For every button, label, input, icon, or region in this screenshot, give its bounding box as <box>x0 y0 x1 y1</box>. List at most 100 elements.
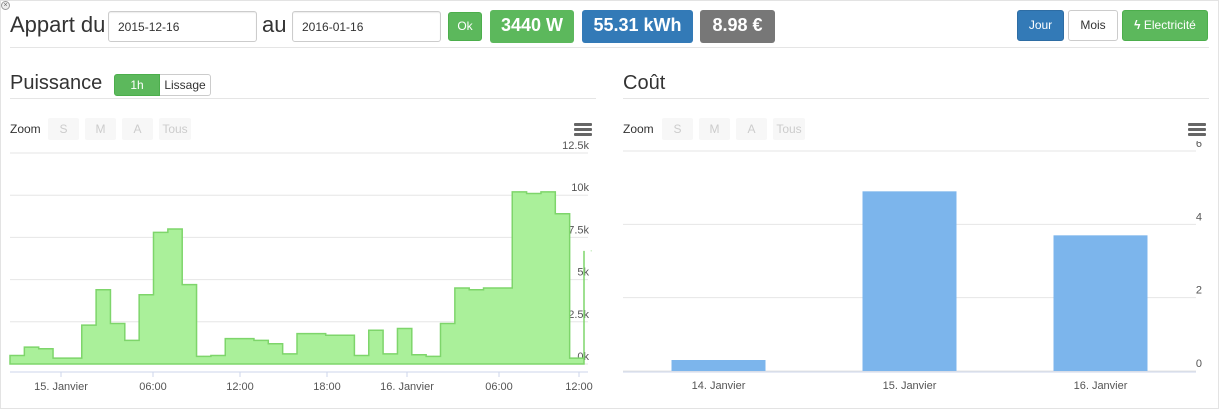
puissance-x-tick-label: 18:00 <box>313 381 341 393</box>
puissance-data-point <box>203 355 205 357</box>
puissance-data-point <box>389 353 391 355</box>
puissance-data-point <box>145 294 147 296</box>
puissance-data-point <box>188 284 190 286</box>
puissance-zoom-m[interactable]: M <box>85 118 116 140</box>
puissance-data-point <box>504 287 506 289</box>
puissance-menu-icon[interactable] <box>574 123 592 137</box>
puissance-data-point <box>318 333 320 335</box>
mois-button[interactable]: Mois <box>1068 10 1118 41</box>
puissance-data-point <box>404 328 406 330</box>
date-to-input[interactable] <box>292 11 441 42</box>
puissance-zoom-s[interactable]: S <box>48 118 79 140</box>
puissance-zoom-a[interactable]: A <box>122 118 153 140</box>
puissance-data-point <box>346 334 348 336</box>
puissance-data-point <box>461 287 463 289</box>
puissance-y-tick-label: 2.5k <box>568 309 589 321</box>
bolt-icon: ϟ <box>1134 18 1141 32</box>
puissance-x-tick-label: 12:00 <box>565 381 593 393</box>
cout-zoom-m[interactable]: M <box>699 118 730 140</box>
to-label: au <box>262 12 287 37</box>
puissance-x-tick-label: 06:00 <box>485 381 513 393</box>
puissance-data-point <box>475 289 477 291</box>
close-icon[interactable]: × <box>1 1 10 10</box>
puissance-data-point <box>117 322 119 324</box>
cout-zoom-a[interactable]: A <box>736 118 767 140</box>
puissance-data-point <box>160 231 162 233</box>
puissance-data-point <box>303 333 305 335</box>
1h-button[interactable]: 1h <box>114 74 160 96</box>
cout-chart: 0 2 4 6 14. Janvier 15. Janvier 16. Janvier <box>623 141 1202 392</box>
cout-menu-icon[interactable] <box>1188 123 1206 137</box>
puissance-data-point <box>217 355 219 357</box>
puissance-data-point <box>518 191 520 193</box>
puissance-data-point <box>16 355 18 357</box>
toolbar-divider <box>10 47 1209 48</box>
puissance-y-tick-label: 7.5k <box>568 224 589 236</box>
cout-x-tick-label: 14. Janvier <box>692 380 746 392</box>
puissance-data-point <box>375 329 377 331</box>
date-from-input[interactable] <box>108 11 257 42</box>
puissance-x-tick-label: 15. Janvier <box>34 381 88 393</box>
puissance-data-point <box>246 338 248 340</box>
puissance-area-series <box>9 191 585 365</box>
cost-badge: 8.98 € <box>700 10 775 43</box>
cout-zoom-s[interactable]: S <box>662 118 693 140</box>
puissance-data-point <box>59 357 61 359</box>
puissance-mode-group: 1h Lissage <box>114 74 211 96</box>
puissance-data-point <box>45 348 47 350</box>
cout-y-tick-label: 0 <box>1196 358 1202 370</box>
puissance-data-point <box>332 334 334 336</box>
ok-button[interactable]: Ok <box>448 12 482 41</box>
cout-y-tick-label: 2 <box>1196 285 1202 297</box>
puissance-data-point <box>361 355 363 357</box>
puissance-x-tick-label: 16. Janvier <box>380 381 434 393</box>
puissance-divider <box>10 98 596 99</box>
puissance-data-point <box>576 357 578 359</box>
puissance-data-point <box>74 357 76 359</box>
cout-divider <box>623 98 1209 99</box>
puissance-data-point <box>447 322 449 324</box>
puissance-data-point <box>547 191 549 193</box>
lissage-button[interactable]: Lissage <box>160 74 211 96</box>
puissance-data-point <box>274 343 276 345</box>
puissance-y-tick-label: 12.5k <box>562 141 589 152</box>
puissance-zoom-label: Zoom <box>10 122 41 136</box>
electricite-label: Electricité <box>1143 18 1196 32</box>
puissance-data-point <box>289 353 291 355</box>
puissance-data-point <box>490 287 492 289</box>
puissance-y-tick-label: 10k <box>571 182 589 194</box>
cout-title: Coût <box>623 72 666 94</box>
puissance-x-tick-label: 06:00 <box>139 381 167 393</box>
puissance-data-point <box>561 213 563 215</box>
cout-bar <box>862 191 957 371</box>
cout-y-tick-label: 6 <box>1196 141 1202 150</box>
jour-button[interactable]: Jour <box>1017 10 1064 41</box>
electricite-button[interactable]: ϟ Electricité <box>1122 10 1208 41</box>
puissance-data-point <box>131 339 133 341</box>
cout-zoom-label: Zoom <box>623 122 654 136</box>
cout-y-tick-label: 4 <box>1196 211 1202 223</box>
puissance-zoom-tous[interactable]: Tous <box>159 118 191 140</box>
puissance-data-point <box>31 346 33 348</box>
puissance-data-point <box>102 289 104 291</box>
puissance-data-point <box>432 355 434 357</box>
cout-x-tick-label: 16. Janvier <box>1074 380 1128 392</box>
puissance-x-tick-label: 12:00 <box>226 381 254 393</box>
puissance-title: Puissance <box>10 72 103 94</box>
puissance-data-point <box>418 354 420 356</box>
puissance-data-point <box>590 250 592 252</box>
from-label: Appart du <box>10 12 106 37</box>
cout-zoom-tous[interactable]: Tous <box>773 118 805 140</box>
energy-badge: 55.31 kWh <box>582 10 693 43</box>
toolbar: Appart du au Ok 3440 W 55.31 kWh 8.98 € … <box>10 9 1209 43</box>
cout-x-tick-label: 15. Janvier <box>883 380 937 392</box>
puissance-data-point <box>260 339 262 341</box>
puissance-data-point <box>88 324 90 326</box>
puissance-data-point <box>533 193 535 195</box>
power-badge: 3440 W <box>490 10 574 43</box>
puissance-data-point <box>174 228 176 230</box>
puissance-data-point <box>231 338 233 340</box>
cout-bar <box>1053 235 1148 371</box>
